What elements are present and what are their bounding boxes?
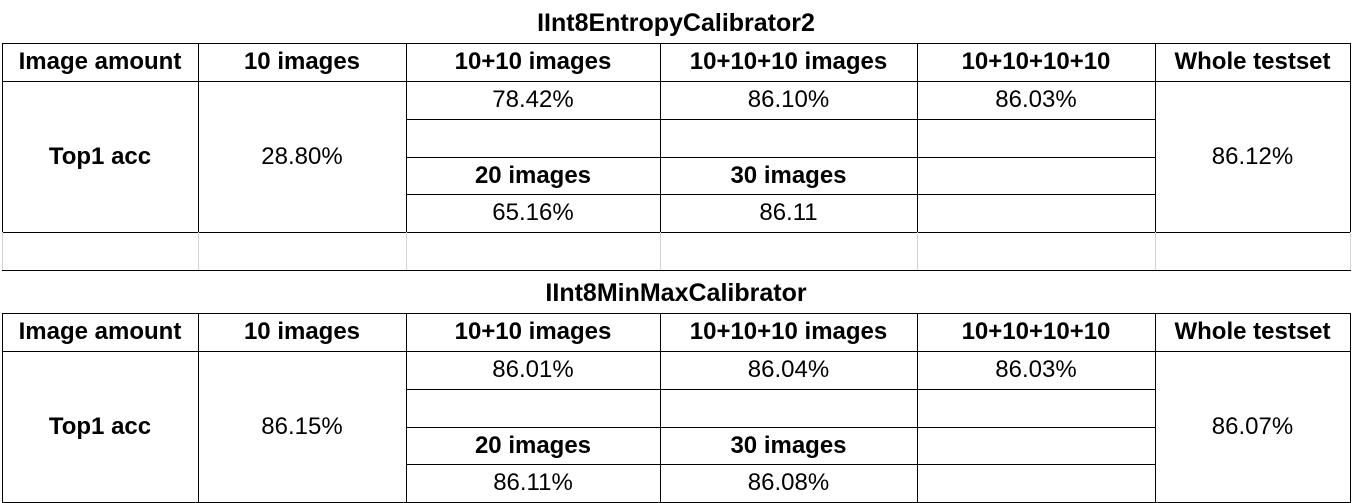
grid-line <box>2 351 1351 352</box>
grid-line <box>2 81 1351 82</box>
grid-line <box>2 270 1351 271</box>
value-10-10-10-images[interactable]: 86.10% <box>747 86 830 113</box>
grid-line <box>660 43 661 232</box>
grid-line <box>406 427 1155 428</box>
value-10-10-10-10[interactable]: 86.03% <box>995 356 1077 383</box>
column-header: 10+10+10 images <box>689 318 888 345</box>
column-header: 10+10 images <box>454 48 612 75</box>
sub-header-20-images: 20 images <box>474 431 592 459</box>
sub-header-30-images: 30 images <box>730 161 847 189</box>
grid-line <box>2 313 1351 314</box>
value-10-images[interactable]: 86.15% <box>261 412 343 440</box>
empty-cell[interactable] <box>660 119 917 157</box>
grid-line <box>406 43 407 232</box>
empty-cell[interactable] <box>406 119 660 157</box>
column-header: 10+10 images <box>454 318 612 345</box>
column-header: 10+10+10 images <box>689 48 888 75</box>
grid-line <box>1155 313 1156 502</box>
column-header: 10 images <box>243 318 361 345</box>
grid-line <box>1350 232 1351 270</box>
value-whole-testset[interactable]: 86.12% <box>1211 142 1294 170</box>
sub-header-20-images: 20 images <box>474 161 592 189</box>
value-20-images[interactable]: 65.16% <box>492 199 574 226</box>
grid-line <box>406 232 407 270</box>
column-header: Whole testset <box>1174 48 1331 75</box>
grid-line <box>660 313 661 502</box>
grid-line <box>917 43 918 232</box>
grid-line <box>406 157 1155 158</box>
column-header: 10 images <box>243 48 361 75</box>
grid-line <box>1350 43 1351 233</box>
column-header: Image amount <box>18 48 182 75</box>
table-title: IInt8EntropyCalibrator2 <box>537 9 815 37</box>
empty-cell[interactable] <box>660 389 917 427</box>
grid-line <box>2 43 1351 44</box>
value-30-images[interactable]: 86.11 <box>759 199 818 226</box>
grid-line <box>198 43 199 232</box>
table-title: IInt8MinMaxCalibrator <box>545 279 807 307</box>
grid-line <box>2 43 3 233</box>
grid-line <box>198 313 199 502</box>
column-header: 10+10+10+10 <box>961 48 1111 75</box>
sub-header-30-images: 30 images <box>730 431 847 459</box>
grid-line <box>2 232 1351 233</box>
value-10-10-10-10[interactable]: 86.03% <box>995 86 1077 113</box>
row-label: Top1 acc <box>48 142 152 170</box>
value-10-10-10-images[interactable]: 86.04% <box>747 356 830 383</box>
value-20-images[interactable]: 86.11% <box>493 469 573 496</box>
value-10-10-images[interactable]: 78.42% <box>492 86 574 113</box>
value-10-10-images[interactable]: 86.01% <box>492 356 574 383</box>
value-whole-testset[interactable]: 86.07% <box>1211 412 1294 440</box>
grid-line <box>917 232 918 270</box>
value-30-images[interactable]: 86.08% <box>747 469 830 496</box>
column-header: Image amount <box>18 318 182 345</box>
grid-line <box>917 313 918 502</box>
grid-line <box>660 232 661 270</box>
grid-line <box>198 232 199 270</box>
grid-line <box>406 313 407 502</box>
row-label: Top1 acc <box>48 412 152 440</box>
column-header: Whole testset <box>1174 318 1331 345</box>
column-header: 10+10+10+10 <box>961 318 1111 345</box>
grid-line <box>1155 43 1156 232</box>
grid-line <box>2 232 3 270</box>
grid-line <box>1350 313 1351 503</box>
empty-cell[interactable] <box>406 389 660 427</box>
grid-line <box>1155 232 1156 270</box>
value-10-images[interactable]: 28.80% <box>261 142 343 170</box>
grid-line <box>2 313 3 503</box>
grid-line <box>406 119 1155 120</box>
grid-line <box>406 464 1155 465</box>
grid-line <box>406 389 1155 390</box>
grid-line <box>406 194 1155 195</box>
